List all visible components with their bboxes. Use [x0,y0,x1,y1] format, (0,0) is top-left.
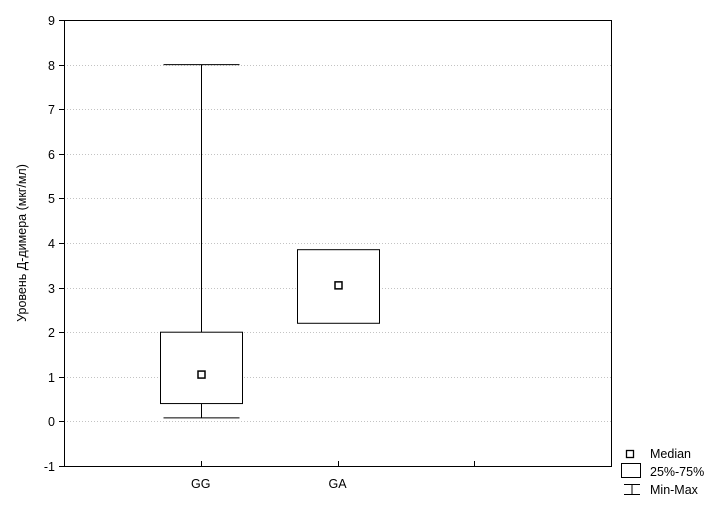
y-tick-label: 8 [48,59,55,73]
y-tick-label: 9 [48,14,55,28]
y-tick-label: 6 [48,148,55,162]
y-tick-label: 3 [48,282,55,296]
y-tick-label: 2 [48,326,55,340]
legend-box-label: 25%-75% [650,465,704,479]
box-gg [160,64,243,419]
x-tick-label: GG [191,477,210,491]
plot-area-frame [64,20,612,467]
legend-minmax-label: Min-Max [650,483,699,497]
iqr-box [160,331,243,405]
median-marker [197,370,206,379]
legend-whisker-swatch [624,484,640,495]
legend-box-swatch [621,463,641,478]
legend: Median 25%-75% Min-Max [621,447,704,497]
x-tick-label: GA [328,477,347,491]
boxes [160,64,380,419]
y-tick-label: 0 [48,415,55,429]
y-tick-label: 5 [48,192,55,206]
y-tick-label: 1 [48,371,55,385]
median-marker [334,281,343,290]
legend-median-swatch [625,449,635,459]
y-axis-ticks: -1 0 1 2 3 4 5 6 7 8 9 [44,14,64,474]
y-tick-label: 4 [48,237,55,251]
y-tick-label: 7 [48,103,55,117]
x-axis-ticks: GG GA [191,461,475,491]
legend-median-label: Median [650,447,691,461]
grid-lines [64,65,611,422]
y-axis-title: Уровень Д-димера (мкг/мл) [15,164,29,322]
y-tick-label: -1 [44,460,55,474]
box-ga [297,249,380,324]
